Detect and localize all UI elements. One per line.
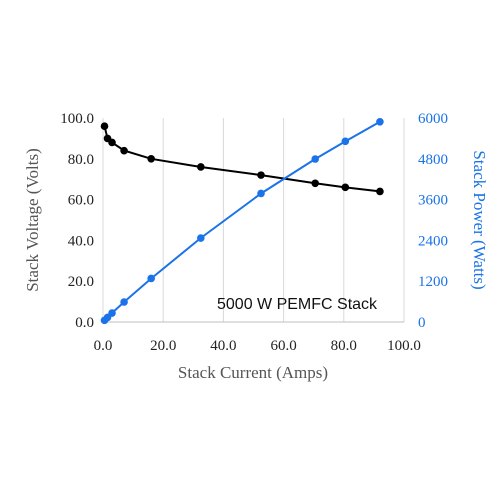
x-tick-label: 40.0 (210, 338, 236, 354)
data-point-power (108, 309, 116, 317)
data-point-power (311, 155, 320, 163)
chart-annotation: 5000 W PEMFC Stack (217, 296, 378, 313)
tick-labels: 0.0 20.0 40.0 60.0 80.0 100.0 0.0 20.0 40.0 60.0 8… (60, 111, 448, 354)
y-axis-title: Stack Voltage (Volts) (23, 148, 42, 292)
y2-tick-label: 3600 (418, 193, 448, 209)
data-point-voltage (197, 163, 205, 171)
y2-tick-label: 4800 (418, 152, 448, 168)
data-point-voltage (257, 171, 265, 179)
y2-tick-label: 0 (418, 315, 426, 331)
y-tick-label: 100.0 (60, 111, 94, 127)
x-tick-label: 100.0 (387, 338, 421, 354)
series-line-voltage (103, 125, 381, 193)
series-group (100, 118, 384, 325)
data-point-voltage (341, 183, 350, 192)
y2-tick-label: 6000 (418, 111, 448, 127)
data-point-power (197, 234, 205, 242)
data-point-power (257, 189, 265, 198)
y-tick-label: 20.0 (68, 274, 94, 290)
y-tick-label: 60.0 (68, 193, 94, 209)
data-point-voltage (108, 138, 116, 147)
x-tick-label: 0.0 (94, 338, 113, 354)
data-point-voltage (100, 122, 109, 130)
y-tick-label: 80.0 (68, 152, 94, 168)
y2-tick-label: 1200 (418, 274, 448, 290)
y2-axis-title: Stack Power (Watts) (470, 150, 489, 289)
x-tick-label: 20.0 (150, 338, 176, 354)
grid-lines (102, 118, 405, 322)
y2-tick-label: 2400 (418, 233, 448, 249)
data-point-voltage (147, 155, 155, 163)
data-point-voltage (376, 187, 384, 196)
x-axis-title: Stack Current (Amps) (178, 363, 328, 382)
data-point-power (341, 137, 350, 146)
data-point-power (147, 274, 155, 283)
x-tick-label: 60.0 (270, 338, 296, 354)
y-tick-label: 0.0 (75, 315, 94, 331)
data-point-voltage (311, 179, 320, 188)
data-point-power (376, 118, 384, 126)
y-tick-label: 40.0 (68, 233, 94, 249)
x-tick-label: 80.0 (331, 338, 357, 354)
data-point-voltage (120, 146, 128, 155)
series-line-power (103, 120, 381, 322)
data-point-power (120, 298, 128, 306)
